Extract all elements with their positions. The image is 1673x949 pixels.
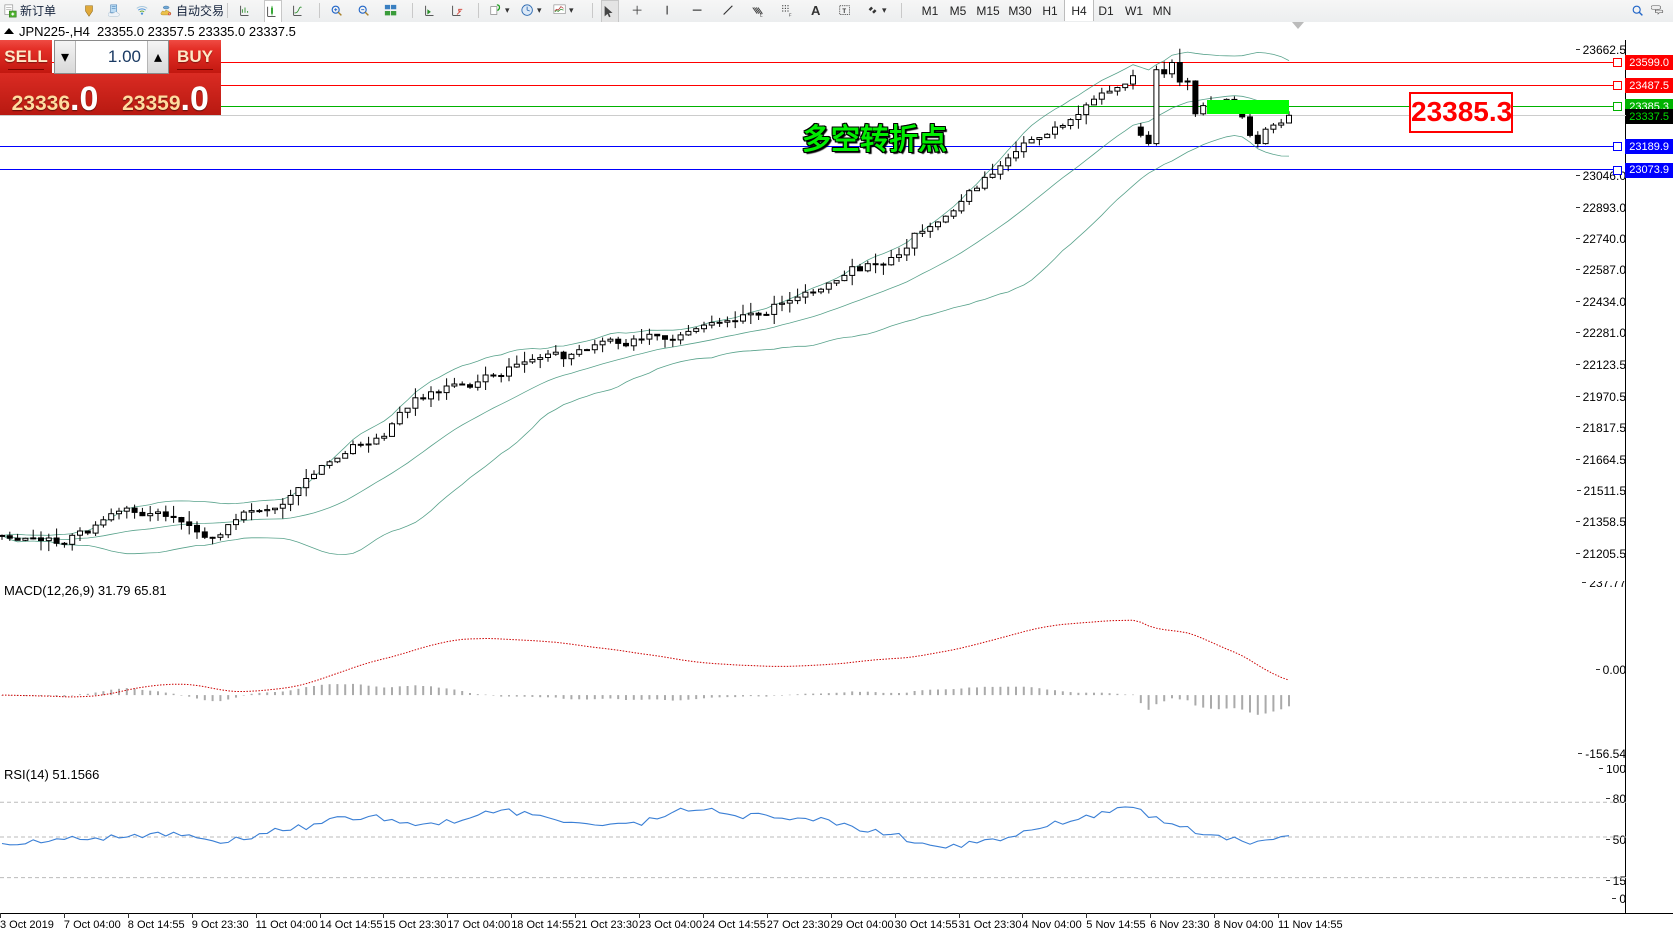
svg-text:F: F (789, 12, 792, 17)
svg-text:E: E (760, 12, 763, 17)
svg-text:T: T (842, 7, 846, 14)
